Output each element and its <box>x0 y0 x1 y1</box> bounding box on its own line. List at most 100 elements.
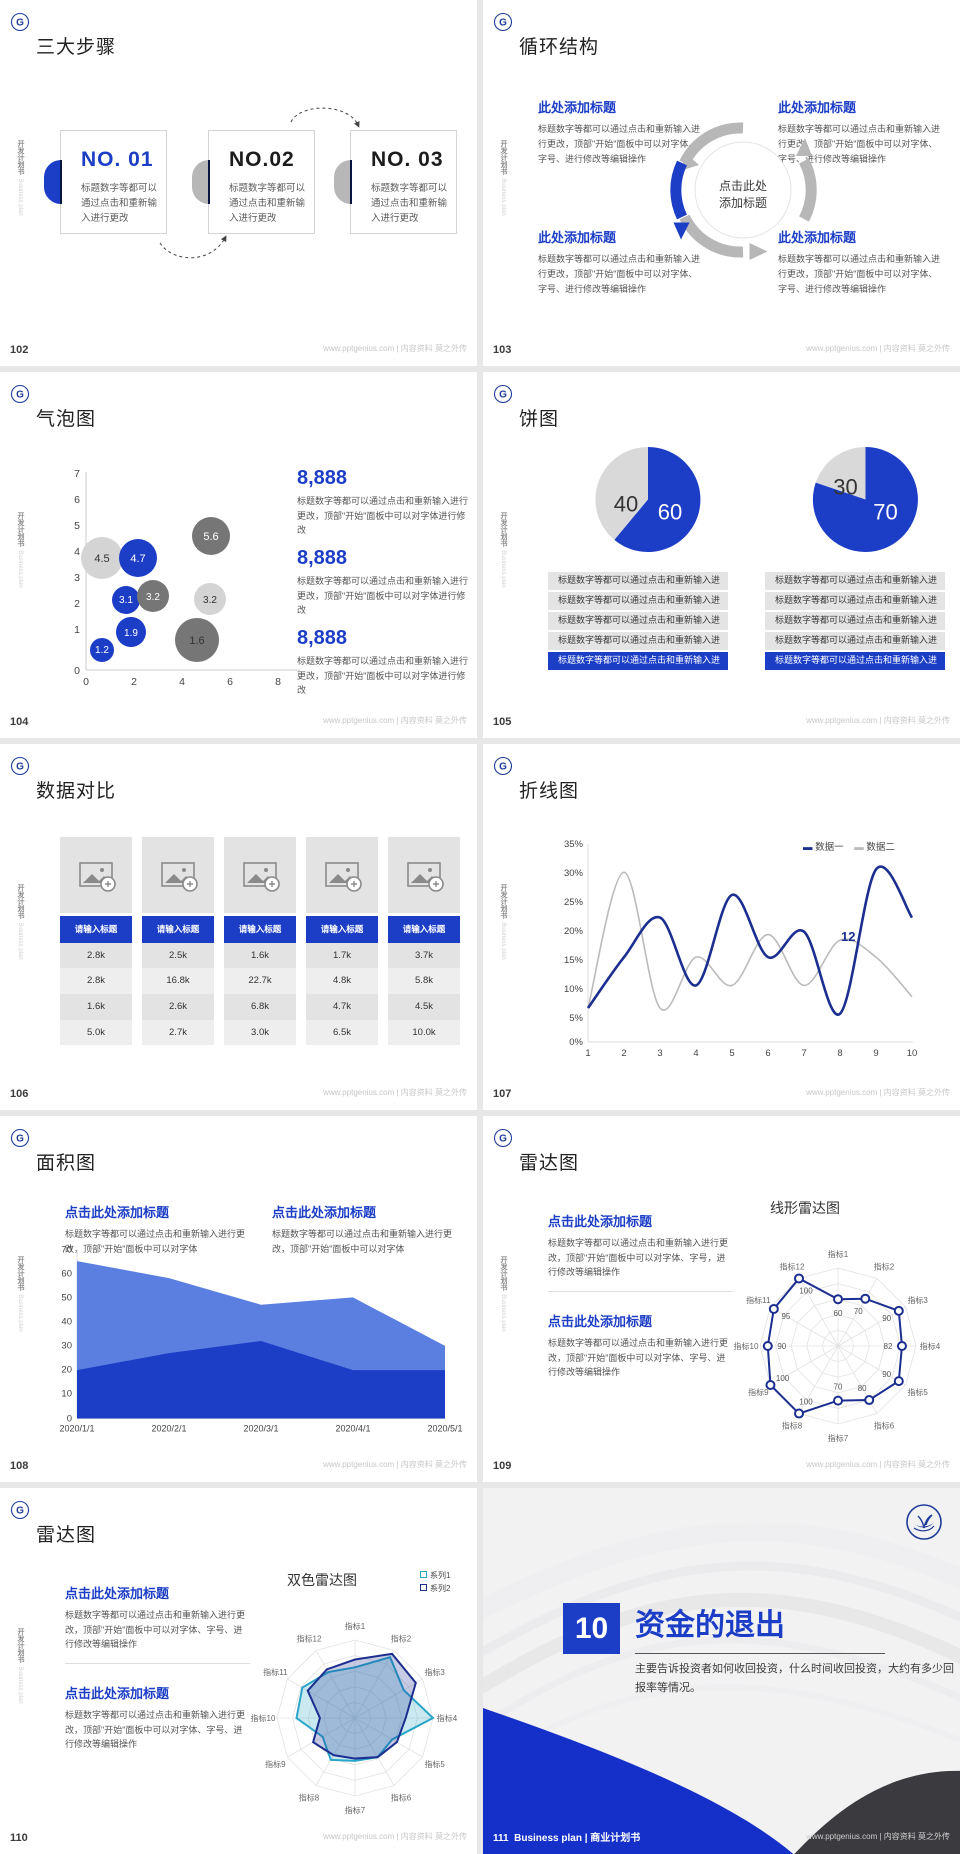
svg-text:12: 12 <box>841 929 855 944</box>
svg-text:82: 82 <box>884 1342 893 1351</box>
svg-text:指标12: 指标12 <box>780 1261 805 1271</box>
svg-text:1.6: 1.6 <box>189 635 204 647</box>
svg-text:100: 100 <box>799 1287 813 1296</box>
svg-text:指标9: 指标9 <box>748 1387 769 1397</box>
svg-text:2: 2 <box>131 676 137 688</box>
svg-text:40: 40 <box>614 492 638 517</box>
svg-text:7: 7 <box>74 468 80 480</box>
svg-text:指标2: 指标2 <box>391 1633 412 1643</box>
svg-text:指标4: 指标4 <box>920 1341 941 1351</box>
svg-text:5%: 5% <box>569 1013 583 1024</box>
svg-text:1.2: 1.2 <box>95 645 109 656</box>
svg-text:3.1: 3.1 <box>119 595 133 606</box>
svg-text:10: 10 <box>61 1389 72 1400</box>
svg-text:指标8: 指标8 <box>299 1793 320 1803</box>
svg-text:G: G <box>499 18 507 29</box>
svg-text:35%: 35% <box>564 839 584 850</box>
svg-text:指标7: 指标7 <box>345 1805 366 1815</box>
svg-text:70: 70 <box>854 1307 863 1316</box>
svg-text:指标1: 指标1 <box>828 1249 849 1259</box>
svg-text:2: 2 <box>621 1048 626 1059</box>
svg-text:8: 8 <box>275 676 281 688</box>
svg-text:80: 80 <box>858 1384 867 1393</box>
svg-text:0: 0 <box>74 665 80 677</box>
svg-text:2020/3/1: 2020/3/1 <box>243 1424 278 1434</box>
svg-text:0: 0 <box>83 676 89 688</box>
svg-text:100: 100 <box>776 1374 790 1383</box>
svg-text:1: 1 <box>585 1048 590 1059</box>
svg-text:60: 60 <box>834 1309 843 1318</box>
svg-text:指标1: 指标1 <box>345 1621 366 1631</box>
svg-text:G: G <box>499 762 507 773</box>
svg-text:50: 50 <box>61 1293 72 1304</box>
svg-text:G: G <box>499 390 507 401</box>
svg-text:G: G <box>16 762 24 773</box>
svg-text:4: 4 <box>693 1048 698 1059</box>
svg-text:10%: 10% <box>564 984 584 995</box>
svg-text:90: 90 <box>882 1370 891 1379</box>
svg-text:40: 40 <box>61 1317 72 1328</box>
svg-text:指标10: 指标10 <box>734 1341 759 1351</box>
svg-text:3: 3 <box>657 1048 662 1059</box>
svg-text:5.6: 5.6 <box>203 531 218 543</box>
svg-text:指标8: 指标8 <box>782 1421 803 1431</box>
svg-text:指标2: 指标2 <box>874 1261 895 1271</box>
svg-text:5: 5 <box>74 520 80 532</box>
svg-text:4.5: 4.5 <box>94 553 109 565</box>
svg-text:6: 6 <box>765 1048 770 1059</box>
svg-text:指标4: 指标4 <box>437 1713 458 1723</box>
svg-text:2020/5/1: 2020/5/1 <box>427 1424 462 1434</box>
svg-text:30: 30 <box>61 1341 72 1352</box>
svg-text:3.2: 3.2 <box>146 592 160 603</box>
svg-text:G: G <box>499 1134 507 1145</box>
svg-text:8: 8 <box>837 1048 842 1059</box>
svg-text:90: 90 <box>777 1342 786 1351</box>
svg-text:5: 5 <box>729 1048 734 1059</box>
svg-text:指标9: 指标9 <box>265 1759 286 1769</box>
svg-text:4: 4 <box>179 676 185 688</box>
svg-text:30: 30 <box>833 475 857 500</box>
svg-text:1.9: 1.9 <box>124 628 138 639</box>
svg-text:9: 9 <box>873 1048 878 1059</box>
svg-text:2020/2/1: 2020/2/1 <box>151 1424 186 1434</box>
svg-text:90: 90 <box>882 1314 891 1323</box>
svg-text:95: 95 <box>781 1312 790 1321</box>
svg-text:30%: 30% <box>564 868 584 879</box>
svg-text:4: 4 <box>74 546 80 558</box>
svg-text:3: 3 <box>74 572 80 584</box>
svg-text:2020/4/1: 2020/4/1 <box>335 1424 370 1434</box>
svg-text:指标6: 指标6 <box>874 1421 895 1431</box>
svg-text:100: 100 <box>799 1397 813 1406</box>
svg-text:指标6: 指标6 <box>391 1793 412 1803</box>
svg-text:指标11: 指标11 <box>746 1295 771 1305</box>
svg-text:3.2: 3.2 <box>203 595 217 606</box>
svg-text:70: 70 <box>873 500 897 525</box>
svg-text:2020/1/1: 2020/1/1 <box>59 1424 94 1434</box>
svg-text:指标10: 指标10 <box>251 1713 276 1723</box>
svg-text:指标5: 指标5 <box>424 1759 445 1769</box>
svg-text:70: 70 <box>61 1245 72 1256</box>
svg-text:指标5: 指标5 <box>907 1387 928 1397</box>
svg-text:70: 70 <box>834 1383 843 1392</box>
svg-text:60: 60 <box>61 1269 72 1280</box>
svg-text:G: G <box>16 1134 24 1145</box>
svg-text:6: 6 <box>74 494 80 506</box>
svg-text:0%: 0% <box>569 1037 583 1048</box>
svg-text:指标3: 指标3 <box>424 1667 445 1677</box>
svg-text:指标3: 指标3 <box>907 1295 928 1305</box>
svg-text:60: 60 <box>658 500 682 525</box>
svg-text:G: G <box>16 18 24 29</box>
svg-text:10: 10 <box>907 1048 918 1059</box>
svg-text:6: 6 <box>227 676 233 688</box>
svg-text:20%: 20% <box>564 926 584 937</box>
svg-text:指标7: 指标7 <box>828 1433 849 1443</box>
svg-text:25%: 25% <box>564 897 584 908</box>
svg-text:4.7: 4.7 <box>130 553 145 565</box>
svg-text:指标12: 指标12 <box>297 1633 322 1643</box>
svg-text:G: G <box>16 1506 24 1517</box>
svg-text:15%: 15% <box>564 955 584 966</box>
svg-text:7: 7 <box>801 1048 806 1059</box>
svg-text:2: 2 <box>74 598 80 610</box>
svg-text:指标11: 指标11 <box>263 1667 288 1677</box>
svg-text:20: 20 <box>61 1365 72 1376</box>
